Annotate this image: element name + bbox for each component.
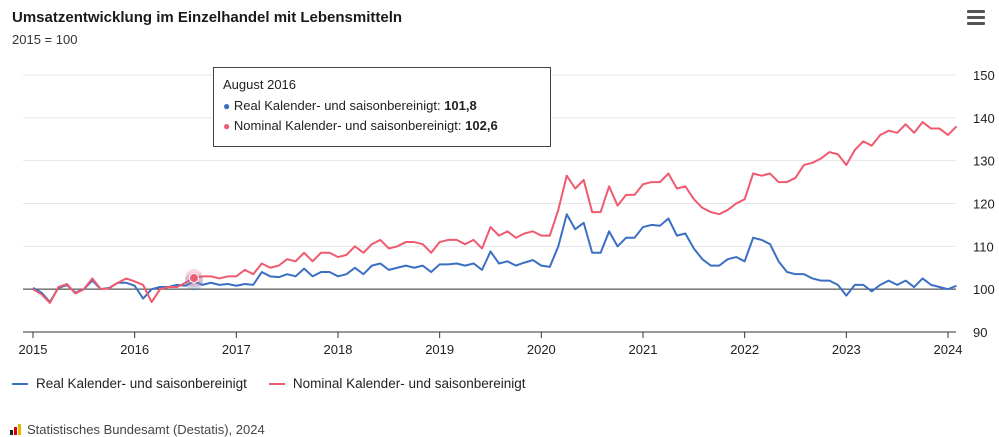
x-tick-label: 2024: [934, 342, 963, 357]
tooltip-row-label: Real Kalender- und saisonbereinigt: [233, 98, 437, 113]
x-tick-label: 2019: [425, 342, 454, 357]
line-chart: 2015 2016 2017 2018 2019 2020 2021 2022 2023 2024…: [19, 68, 995, 357]
x-tick-label: 2018: [324, 342, 353, 357]
y-tick-label: 150: [973, 68, 995, 83]
legend: Real Kalender- und saisonbereinigt Nomin…: [12, 376, 526, 391]
y-tick-label: 100: [973, 282, 995, 297]
x-tick-label: 2015: [19, 342, 48, 357]
tooltip-row-label: Nominal Kalender- und saisonbereinigt: [233, 118, 458, 133]
tooltip-row-real: ● Real Kalender- und saisonbereinigt: 10…: [223, 98, 477, 113]
series-line-real: [32, 213, 957, 304]
y-tick-label: 140: [973, 111, 995, 126]
menu-icon[interactable]: [967, 10, 985, 26]
series-lines: [32, 121, 958, 304]
tooltip: August 2016 ● Real Kalender- und saisonb…: [213, 67, 551, 147]
legend-label: Nominal Kalender- und saisonbereinigt: [292, 376, 526, 391]
x-tick-label: 2016: [120, 342, 149, 357]
legend-item-real[interactable]: Real Kalender- und saisonbereinigt: [12, 376, 247, 391]
legend-swatch: [12, 382, 28, 385]
chart-title: Umsatzentwicklung im Einzelhandel mit Le…: [12, 9, 403, 26]
y-axis: 90 100 110 120 130 140 150: [973, 68, 995, 340]
x-axis: 2015 2016 2017 2018 2019 2020 2021 2022 2023 2024: [19, 331, 963, 357]
legend-swatch: [268, 382, 285, 385]
credits-text: Statistisches Bundesamt (Destatis), 2024: [27, 422, 265, 437]
x-tick-label: 2022: [730, 342, 759, 357]
series-dot-icon: ●: [223, 119, 231, 133]
tooltip-date: August 2016: [223, 77, 297, 92]
y-tick-label: 110: [973, 239, 994, 254]
x-tick-label: 2021: [629, 342, 658, 357]
x-tick-label: 2017: [222, 342, 251, 357]
x-tick-label: 2020: [527, 342, 556, 357]
y-tick-label: 90: [973, 325, 987, 340]
credits[interactable]: Statistisches Bundesamt (Destatis), 2024: [10, 422, 265, 437]
tooltip-row-value: 101,8: [444, 98, 477, 113]
chart-subtitle: 2015 = 100: [12, 32, 78, 47]
highlight-marker: [184, 269, 203, 291]
legend-item-nominal[interactable]: Nominal Kalender- und saisonbereinigt: [268, 376, 526, 391]
tooltip-row-value: 102,6: [465, 118, 498, 133]
destatis-logo-icon: [10, 424, 21, 435]
y-tick-label: 120: [973, 197, 995, 212]
tooltip-row-nominal: ● Nominal Kalender- und saisonbereinigt:…: [223, 118, 498, 133]
y-tick-label: 130: [973, 154, 995, 169]
legend-label: Real Kalender- und saisonbereinigt: [36, 376, 247, 391]
x-tick-label: 2023: [832, 342, 861, 357]
series-line-nominal: [32, 121, 958, 304]
series-dot-icon: ●: [223, 99, 231, 113]
highlight-point-nominal: [188, 273, 199, 284]
